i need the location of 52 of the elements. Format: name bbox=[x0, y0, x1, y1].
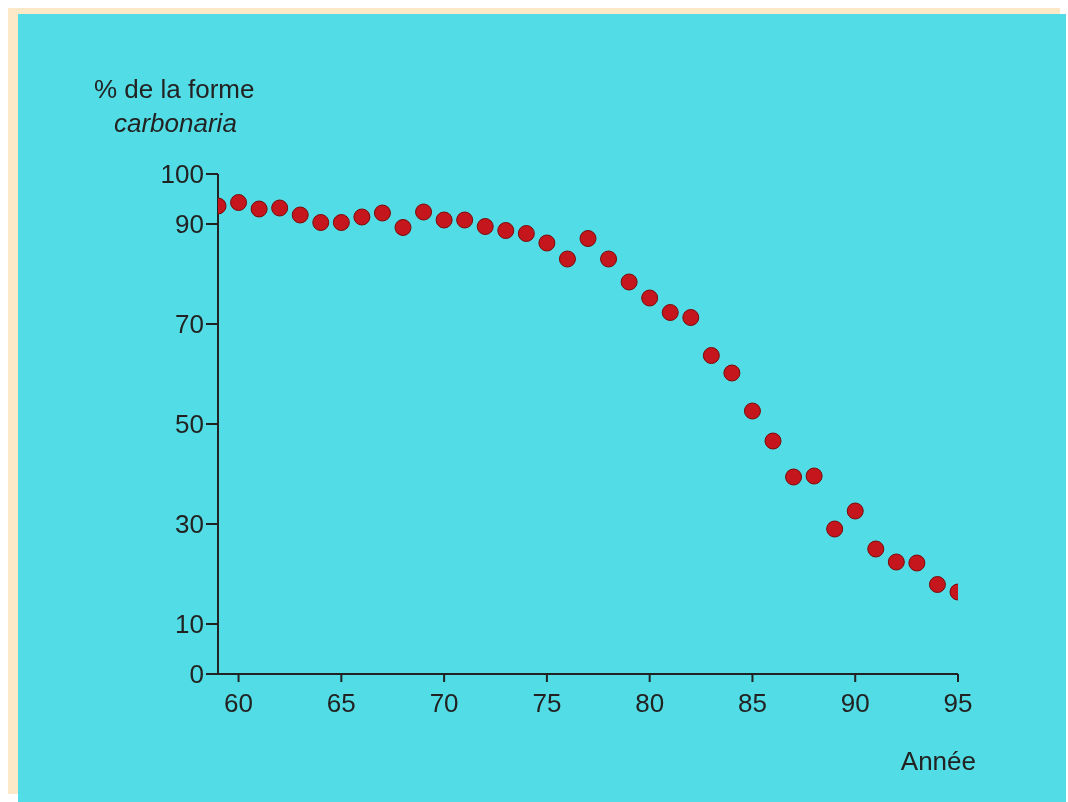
x-tick-label: 65 bbox=[326, 688, 356, 719]
point bbox=[394, 219, 412, 236]
y-tick-label: 70 bbox=[175, 309, 204, 340]
y-tick-label: 100 bbox=[160, 159, 204, 190]
point bbox=[353, 208, 371, 226]
x-tick-label: 80 bbox=[635, 688, 665, 719]
point bbox=[456, 211, 474, 229]
point bbox=[312, 214, 330, 231]
x-tick-label: 95 bbox=[943, 688, 973, 719]
y-tick-label: 10 bbox=[175, 609, 204, 640]
point bbox=[291, 206, 309, 224]
point bbox=[620, 273, 638, 291]
x-axis-title: Année bbox=[900, 746, 976, 777]
point bbox=[826, 520, 844, 538]
y-tick-label: 90 bbox=[175, 209, 204, 240]
point bbox=[908, 554, 926, 572]
x-tick-label: 85 bbox=[737, 688, 767, 719]
x-tick-label: 90 bbox=[840, 688, 870, 719]
point bbox=[661, 304, 679, 321]
point bbox=[723, 364, 741, 382]
point bbox=[887, 553, 905, 571]
point bbox=[600, 250, 618, 268]
point bbox=[928, 576, 946, 593]
x-tick-label: 60 bbox=[224, 688, 254, 719]
point bbox=[435, 211, 453, 229]
point bbox=[415, 203, 433, 221]
point bbox=[271, 199, 289, 217]
x-tick-label: 70 bbox=[429, 688, 459, 719]
point bbox=[846, 502, 864, 520]
point bbox=[538, 234, 556, 252]
x-tick-label: 75 bbox=[532, 688, 562, 719]
y-tick-label: 50 bbox=[175, 409, 204, 440]
point bbox=[682, 309, 700, 326]
point bbox=[373, 204, 391, 222]
point bbox=[230, 194, 248, 211]
point bbox=[702, 347, 720, 364]
point bbox=[641, 289, 659, 307]
point bbox=[743, 402, 761, 420]
point bbox=[332, 214, 350, 231]
point bbox=[250, 200, 268, 218]
y-axis-title: % de la forme carbonaria bbox=[94, 73, 255, 140]
point bbox=[497, 222, 515, 239]
point bbox=[785, 468, 803, 486]
y-tick-label: 30 bbox=[175, 509, 204, 540]
y-tick-label: 0 bbox=[189, 659, 204, 690]
point bbox=[805, 467, 823, 485]
point bbox=[517, 225, 535, 242]
point bbox=[867, 540, 885, 558]
point bbox=[558, 250, 576, 268]
point bbox=[764, 432, 782, 450]
point bbox=[476, 218, 494, 235]
point bbox=[579, 230, 597, 247]
